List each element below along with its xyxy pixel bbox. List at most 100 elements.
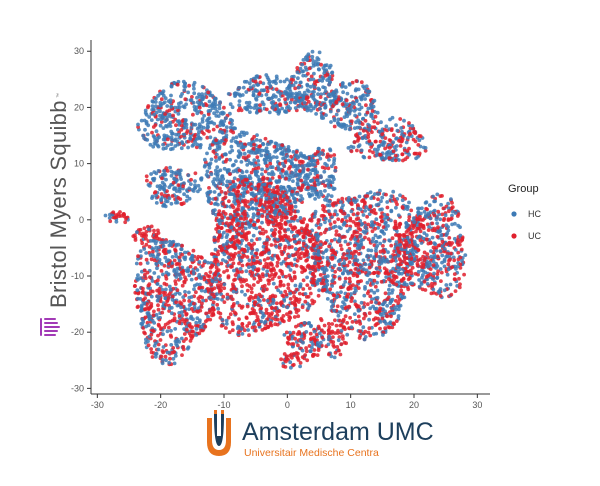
point-hc — [273, 211, 277, 215]
point-uc — [260, 227, 265, 232]
point-hc — [301, 169, 306, 174]
point-hc — [338, 124, 343, 128]
point-uc — [270, 311, 274, 315]
point-hc — [303, 163, 308, 168]
point-uc — [230, 297, 235, 302]
point-uc — [249, 218, 253, 223]
point-hc — [169, 328, 173, 333]
point-hc — [247, 81, 252, 86]
point-uc — [351, 273, 356, 278]
point-hc — [361, 305, 366, 310]
point-hc — [220, 130, 225, 135]
point-hc — [398, 303, 403, 308]
point-hc — [238, 134, 243, 139]
point-uc — [216, 212, 221, 217]
point-uc — [409, 208, 414, 213]
point-hc — [321, 116, 326, 120]
point-uc — [373, 284, 378, 289]
point-uc — [406, 287, 411, 292]
point-uc — [397, 298, 402, 302]
point-uc — [172, 318, 177, 323]
point-hc — [179, 146, 184, 151]
point-uc — [183, 275, 187, 280]
point-uc — [207, 186, 211, 190]
point-hc — [313, 233, 318, 237]
point-hc — [304, 105, 308, 110]
point-uc — [210, 292, 215, 297]
point-hc — [376, 235, 381, 240]
point-hc — [327, 174, 332, 179]
point-uc — [338, 243, 343, 248]
point-uc — [182, 298, 187, 303]
point-uc — [186, 139, 191, 144]
point-hc — [214, 201, 218, 206]
point-uc — [172, 258, 177, 263]
point-uc — [280, 143, 285, 148]
point-hc — [400, 129, 404, 134]
point-uc — [181, 118, 185, 123]
point-hc — [274, 244, 279, 249]
point-hc — [247, 225, 252, 229]
point-hc — [144, 121, 149, 126]
point-hc — [247, 103, 251, 108]
point-hc — [170, 255, 175, 259]
point-hc — [366, 106, 371, 111]
point-uc — [201, 263, 205, 268]
point-uc — [171, 113, 176, 118]
point-hc — [391, 140, 396, 145]
point-uc — [215, 302, 220, 307]
point-hc — [142, 301, 147, 306]
point-hc — [285, 305, 290, 310]
point-uc — [141, 231, 145, 236]
point-uc — [288, 165, 292, 169]
point-hc — [404, 140, 409, 145]
point-uc — [300, 220, 304, 225]
point-uc — [385, 205, 390, 210]
point-uc — [366, 237, 371, 242]
point-uc — [393, 221, 398, 226]
point-uc — [176, 196, 181, 200]
point-hc — [216, 262, 221, 267]
point-hc — [276, 166, 281, 171]
point-hc — [224, 241, 229, 246]
point-hc — [260, 172, 264, 177]
point-uc — [194, 145, 199, 150]
point-hc — [384, 215, 388, 220]
point-hc — [143, 111, 148, 115]
point-uc — [165, 299, 170, 304]
point-hc — [359, 300, 364, 305]
point-hc — [197, 320, 202, 325]
point-uc — [203, 324, 208, 329]
point-uc — [224, 221, 229, 226]
point-uc — [296, 314, 301, 319]
point-hc — [374, 331, 379, 336]
bms-logo: Bristol Myers Squibb ™ — [40, 93, 71, 336]
point-uc — [257, 292, 262, 297]
point-uc — [277, 245, 282, 250]
point-hc — [375, 150, 379, 155]
point-hc — [167, 196, 172, 201]
point-uc — [232, 188, 237, 193]
point-hc — [187, 303, 192, 307]
point-hc — [176, 132, 181, 137]
point-hc — [327, 82, 331, 87]
point-hc — [190, 188, 195, 192]
point-uc — [267, 220, 272, 225]
point-hc — [317, 153, 321, 158]
point-uc — [123, 220, 128, 225]
point-hc — [176, 112, 181, 116]
point-hc — [385, 200, 390, 204]
point-uc — [237, 201, 241, 206]
point-hc — [248, 176, 253, 181]
point-uc — [278, 230, 282, 235]
point-hc — [362, 86, 367, 90]
point-uc — [246, 262, 250, 267]
point-hc — [143, 127, 147, 132]
point-hc — [168, 124, 173, 128]
point-hc — [233, 201, 238, 206]
point-uc — [257, 92, 262, 96]
point-uc — [313, 183, 317, 188]
point-hc — [405, 207, 410, 212]
point-uc — [278, 200, 283, 205]
point-hc — [344, 123, 349, 128]
